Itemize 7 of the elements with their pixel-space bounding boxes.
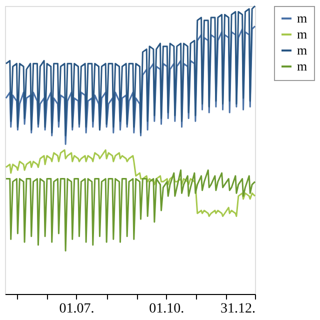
legend-label: m: [297, 26, 308, 42]
x-tick-label: 31.12.: [220, 302, 256, 316]
x-tick-label: 01.10.: [149, 302, 184, 316]
legend-label: m: [297, 10, 308, 26]
legend-label: m: [297, 42, 308, 58]
x-tick-label: 01.07.: [59, 302, 94, 316]
legend-label: m: [297, 58, 308, 74]
